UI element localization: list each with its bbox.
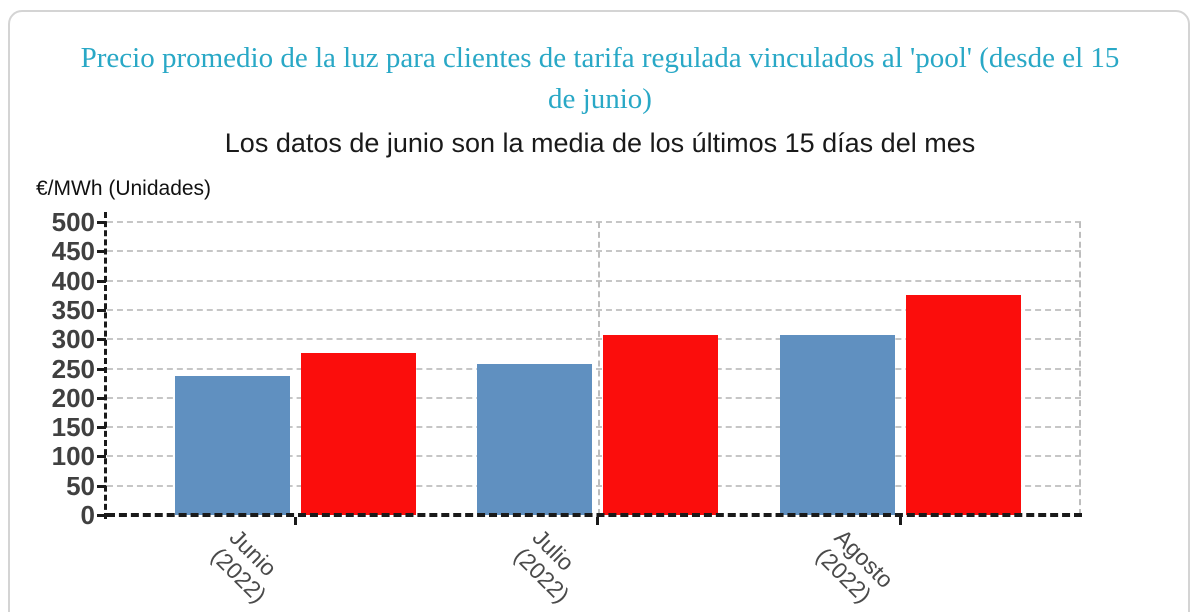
y-axis-unit-label: €/MWh (Unidades) (36, 177, 212, 200)
y-tick-label-200: 200 (51, 382, 95, 413)
h-gridline-500 (107, 221, 1081, 223)
bar-agosto-red (905, 294, 1021, 515)
plot-right-border (1079, 222, 1081, 515)
h-gridline-100 (107, 455, 1081, 458)
x-tick-label-text-junio: Junio (2022) (206, 524, 290, 608)
bar-junio-red (300, 353, 416, 515)
x-tick-mark-junio (293, 517, 297, 525)
h-gridline-300 (107, 338, 1081, 341)
y-tick-mark-100 (97, 455, 106, 459)
bar-junio-blue (174, 376, 290, 515)
h-gridline-200 (107, 396, 1081, 399)
y-tick-label-250: 250 (51, 353, 95, 384)
y-tick-mark-200 (97, 396, 106, 400)
x-tick-label-text-julio: Julio (2022) (509, 524, 593, 608)
y-tick-label-350: 350 (51, 294, 95, 325)
chart-title: Precio promedio de la luz para clientes … (30, 38, 1170, 120)
x-tick-mark-julio (596, 517, 599, 525)
y-tick-label-150: 150 (51, 412, 95, 443)
y-tick-label-450: 450 (51, 236, 95, 267)
v-gridline-julio (597, 222, 600, 515)
y-tick-label-100: 100 (51, 441, 95, 472)
x-tick-label-julio: Julio (2022) (509, 524, 612, 608)
chart-title-line1: Precio promedio de la luz para clientes … (80, 42, 1120, 74)
x-tick-label-text-agosto: Agosto (2022) (811, 524, 898, 611)
y-tick-mark-50 (97, 484, 106, 488)
bar-julio-blue (477, 364, 592, 515)
chart-title-line2: de junio) (548, 83, 652, 115)
y-tick-label-300: 300 (51, 324, 95, 355)
h-gridline-450 (107, 250, 1081, 253)
x-tick-label-junio: Junio (2022) (206, 524, 309, 608)
y-tick-mark-300 (97, 338, 106, 342)
y-tick-mark-0 (97, 514, 106, 517)
y-tick-mark-150 (97, 426, 106, 430)
y-tick-mark-250 (97, 367, 106, 371)
y-tick-mark-500 (97, 221, 106, 224)
y-axis-line (104, 212, 107, 519)
y-tick-mark-450 (97, 250, 106, 254)
y-tick-label-400: 400 (51, 265, 95, 296)
h-gridline-400 (107, 279, 1081, 282)
y-tick-label-500: 500 (51, 207, 95, 237)
y-tick-label-50: 50 (66, 470, 95, 501)
chart-subtitle: Los datos de junio son la media de los ú… (224, 128, 976, 158)
x-tick-mark-agosto (898, 517, 902, 525)
bar-agosto-blue (779, 335, 895, 515)
y-tick-mark-400 (97, 279, 106, 283)
h-gridline-350 (107, 308, 1081, 311)
bar-julio-red (603, 335, 718, 515)
h-gridline-250 (107, 367, 1081, 370)
x-axis-line (107, 513, 1082, 517)
y-tick-mark-350 (97, 308, 106, 312)
h-gridline-150 (107, 426, 1081, 429)
x-tick-label-agosto: Agosto (2022) (811, 524, 920, 608)
plot-area (107, 221, 1081, 515)
h-gridline-50 (107, 484, 1081, 487)
y-tick-label-0: 0 (80, 500, 95, 530)
